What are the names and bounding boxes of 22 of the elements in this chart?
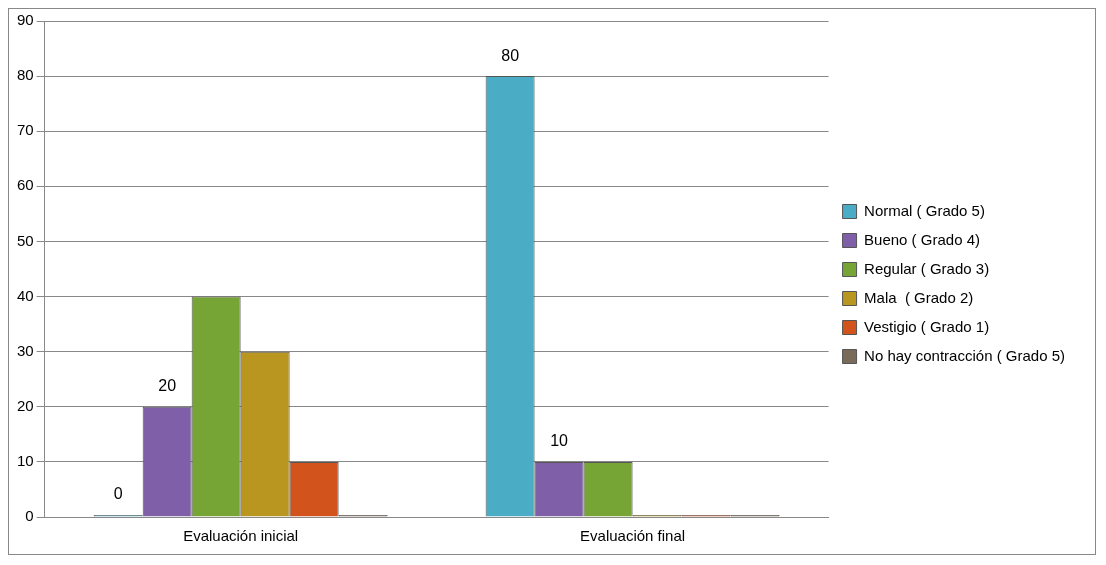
y-tick-label: 40 (17, 286, 34, 304)
legend-label: Bueno ( Grado 4) (864, 230, 980, 248)
data-label: 80 (501, 46, 520, 64)
data-label: 0 (113, 485, 123, 503)
legend-label: Vestigio ( Grado 1) (864, 317, 990, 335)
y-tick-label: 20 (17, 396, 34, 414)
y-tick-label: 10 (17, 452, 34, 470)
x-tick-label: Evaluación final (580, 527, 686, 545)
y-tick-label: 90 (17, 11, 34, 29)
y-tick-label: 50 (17, 231, 34, 249)
legend-label: Regular ( Grado 3) (864, 259, 990, 277)
legend-label: Mala ( Grado 2) (864, 288, 974, 306)
y-tick-label: 30 (17, 341, 34, 359)
y-tick-label: 80 (17, 66, 34, 84)
x-tick-label: Evaluación inicial (183, 527, 299, 545)
legend-label: No hay contracción ( Grado 5) (864, 346, 1066, 364)
data-label: 20 (158, 377, 177, 395)
y-tick-label: 70 (17, 121, 34, 139)
y-tick-label: 0 (25, 507, 34, 525)
y-tick-label: 60 (17, 176, 34, 194)
legend-label: Normal ( Grado 5) (864, 201, 985, 219)
data-label: 10 (550, 432, 569, 450)
